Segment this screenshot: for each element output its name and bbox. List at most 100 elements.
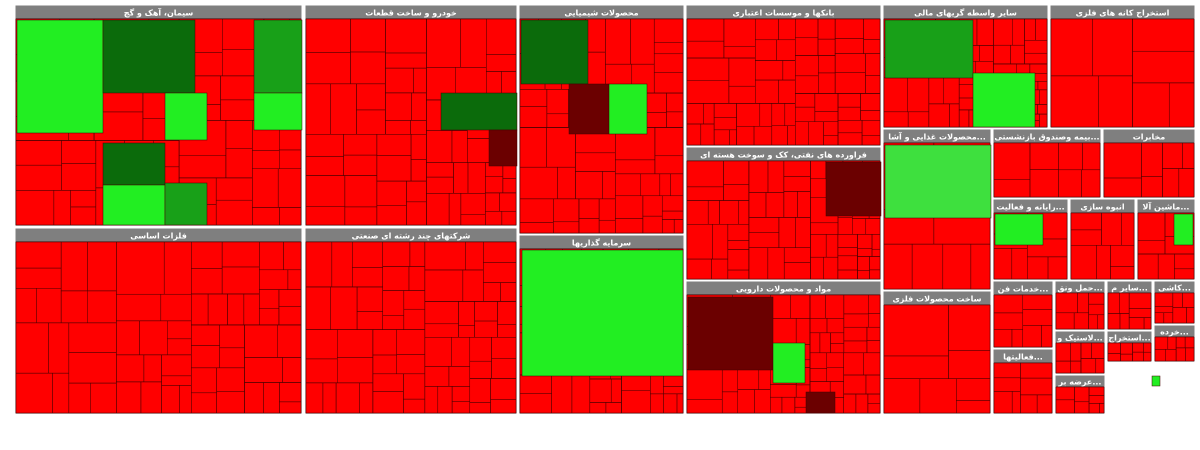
tile [164, 182, 208, 226]
tile [795, 106, 816, 122]
tile [727, 269, 750, 280]
tile [972, 72, 1036, 128]
tile [826, 367, 844, 382]
tile [784, 103, 796, 126]
tile [53, 190, 71, 226]
tile [68, 382, 91, 414]
tile [350, 18, 386, 53]
tile [1070, 245, 1097, 280]
tile [403, 373, 426, 400]
tile [352, 267, 383, 288]
tile [406, 180, 427, 203]
tile [729, 129, 737, 146]
tile [305, 156, 344, 176]
tile [60, 241, 88, 292]
tile [259, 269, 289, 290]
tile [1132, 82, 1170, 128]
tile [615, 218, 644, 234]
tile [956, 400, 991, 414]
tile [949, 103, 960, 128]
sector: بیمه وصندوق بازنشستی... [992, 128, 1102, 198]
tile [372, 373, 404, 392]
tile [826, 352, 844, 369]
tile [164, 92, 208, 141]
tile [863, 18, 881, 40]
tile [410, 159, 427, 182]
tile [765, 192, 785, 218]
tile [1035, 18, 1048, 41]
tile [557, 166, 576, 200]
tile [817, 38, 836, 56]
tile [1132, 18, 1195, 52]
tile [795, 18, 819, 39]
tile [406, 201, 427, 226]
tile [519, 89, 548, 107]
tile [160, 293, 192, 322]
tile [87, 241, 117, 292]
tile [1024, 40, 1048, 54]
tile [810, 234, 827, 258]
sector-title: انبوه سازی [1080, 203, 1125, 212]
tile [825, 234, 839, 258]
tile [376, 205, 407, 226]
tile [795, 75, 819, 94]
tile [1107, 353, 1121, 362]
tile [809, 352, 828, 369]
tile [814, 93, 839, 112]
tile [305, 358, 338, 384]
tile [770, 384, 797, 398]
tile [621, 390, 651, 414]
tile [359, 382, 374, 414]
tile [795, 93, 816, 108]
tile [1132, 50, 1195, 84]
tile [305, 382, 324, 414]
tile [520, 19, 589, 85]
tile [179, 385, 192, 414]
tile [843, 340, 868, 354]
tile [191, 345, 220, 369]
tile [1141, 176, 1163, 198]
tile [305, 206, 346, 226]
tile [869, 269, 881, 280]
tile [843, 326, 868, 342]
tile [252, 207, 280, 226]
tile [1175, 336, 1186, 349]
tile [15, 164, 62, 191]
tile [219, 324, 245, 349]
sector-title: خودرو و ساخت قطعات [365, 9, 457, 18]
tile [337, 329, 374, 358]
tile [608, 83, 648, 135]
tile [1128, 308, 1152, 318]
tile [501, 211, 517, 226]
tile [167, 320, 192, 340]
tile [1174, 268, 1195, 280]
tile [661, 210, 684, 220]
tile [167, 338, 192, 356]
tile [686, 18, 725, 42]
tile [700, 123, 715, 146]
tile [589, 402, 607, 414]
tile [861, 135, 881, 146]
tile [1029, 142, 1059, 170]
tile [410, 120, 427, 135]
tile [659, 173, 671, 197]
tile [837, 106, 861, 121]
tile [403, 398, 426, 414]
tile [857, 248, 873, 257]
tile [424, 241, 466, 271]
tile [216, 391, 245, 414]
tile [215, 177, 253, 201]
tile [748, 192, 767, 218]
tile [448, 366, 471, 387]
tile [1011, 18, 1025, 46]
tile [437, 386, 453, 414]
sector-title: فعالیتها... [1003, 353, 1043, 362]
tile [161, 354, 192, 377]
tile [653, 53, 684, 73]
tile [424, 386, 439, 414]
tile [610, 378, 622, 403]
tile [1096, 245, 1111, 280]
tile [810, 222, 839, 235]
sector-title: محصولات غذایی و آشا... [888, 132, 986, 142]
tile [855, 393, 869, 414]
